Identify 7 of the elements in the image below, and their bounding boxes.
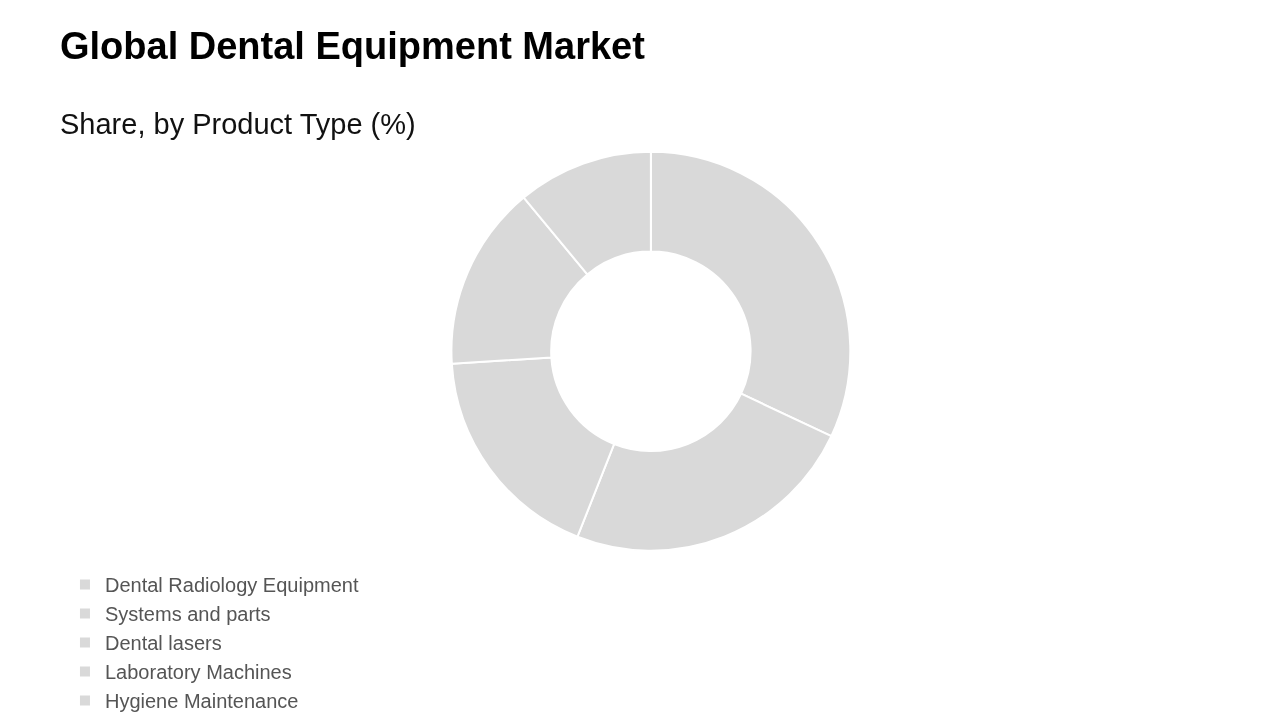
legend-label: Hygiene Maintenance xyxy=(104,690,299,713)
legend-label: Dental Radiology Equipment xyxy=(104,574,359,597)
legend-label: Laboratory Machines xyxy=(104,661,292,684)
chart-title: Global Dental Equipment Market xyxy=(60,25,646,67)
legend-label: Systems and parts xyxy=(104,603,271,626)
legend-label: Dental lasers xyxy=(104,632,222,655)
chart-subtitle: Share, by Product Type (%) xyxy=(60,107,416,140)
